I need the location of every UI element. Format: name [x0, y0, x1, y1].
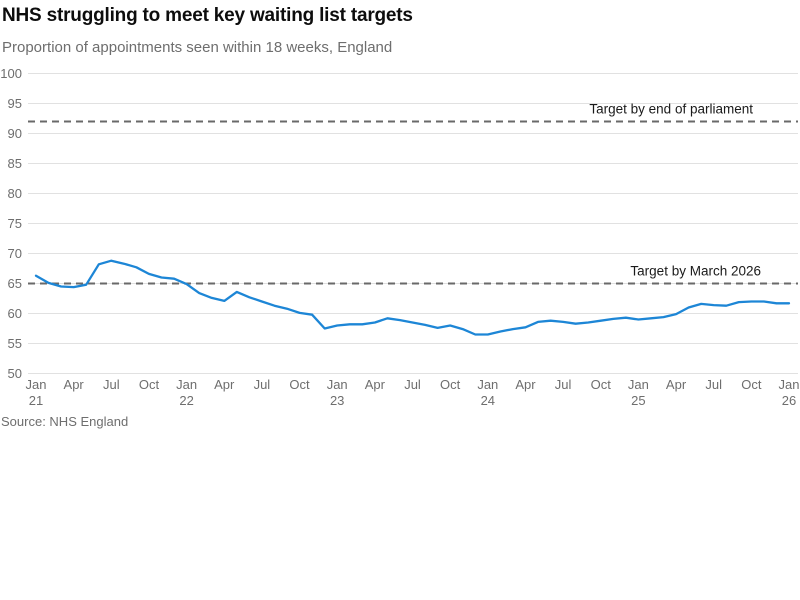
x-tick-label: Jul — [103, 377, 120, 392]
x-tick-label: Apr — [214, 377, 235, 392]
x-tick-year-label: 23 — [330, 393, 344, 408]
x-tick-year-label: 25 — [631, 393, 645, 408]
x-tick-label: Jan — [176, 377, 197, 392]
chart-subtitle: Proportion of appointments seen within 1… — [2, 39, 393, 56]
x-tick-label: Apr — [64, 377, 85, 392]
x-tick-label: Apr — [666, 377, 687, 392]
x-tick-label: Apr — [365, 377, 386, 392]
x-tick-label: Jul — [705, 377, 722, 392]
x-tick-label: Oct — [440, 377, 461, 392]
data-line — [34, 259, 791, 336]
x-tick-label: Jan — [628, 377, 649, 392]
x-tick-label: Oct — [139, 377, 160, 392]
chart-title: NHS struggling to meet key waiting list … — [2, 5, 413, 26]
y-tick-label: 90 — [8, 126, 22, 141]
x-tick-label: Jul — [404, 377, 421, 392]
x-tick-label: Jul — [555, 377, 572, 392]
y-tick-label: 80 — [8, 186, 22, 201]
x-tick-label: Jan — [779, 377, 800, 392]
x-tick-year-label: 22 — [179, 393, 193, 408]
y-tick-label: 75 — [8, 216, 22, 231]
x-tick-year-label: 24 — [481, 393, 495, 408]
source-note: Source: NHS England — [1, 414, 129, 429]
x-tick-year-label: 21 — [29, 393, 43, 408]
x-tick-label: Apr — [515, 377, 536, 392]
y-tick-label: 100 — [0, 66, 22, 81]
x-tick-label: Jan — [26, 377, 47, 392]
x-tick-year-label: 26 — [782, 393, 796, 408]
target-label: Target by end of parliament — [589, 102, 753, 117]
x-tick-label: Jan — [477, 377, 498, 392]
y-tick-label: 85 — [8, 156, 22, 171]
y-tick-label: 65 — [8, 276, 22, 291]
x-tick-label: Jan — [327, 377, 348, 392]
x-tick-label: Jul — [254, 377, 271, 392]
x-tick-label: Oct — [591, 377, 612, 392]
line-chart: 50 55 60 65 70 75 80 85 90 95 100 Jan 21 Apr Jul Oct Jan… — [0, 60, 800, 415]
y-tick-label: 60 — [8, 306, 22, 321]
y-tick-label: 95 — [8, 96, 22, 111]
x-tick-label: Oct — [741, 377, 762, 392]
x-tick-label: Oct — [289, 377, 310, 392]
target-label: Target by March 2026 — [630, 264, 761, 279]
y-tick-label: 55 — [8, 336, 22, 351]
y-tick-label: 70 — [8, 246, 22, 261]
y-tick-label: 50 — [8, 366, 22, 381]
